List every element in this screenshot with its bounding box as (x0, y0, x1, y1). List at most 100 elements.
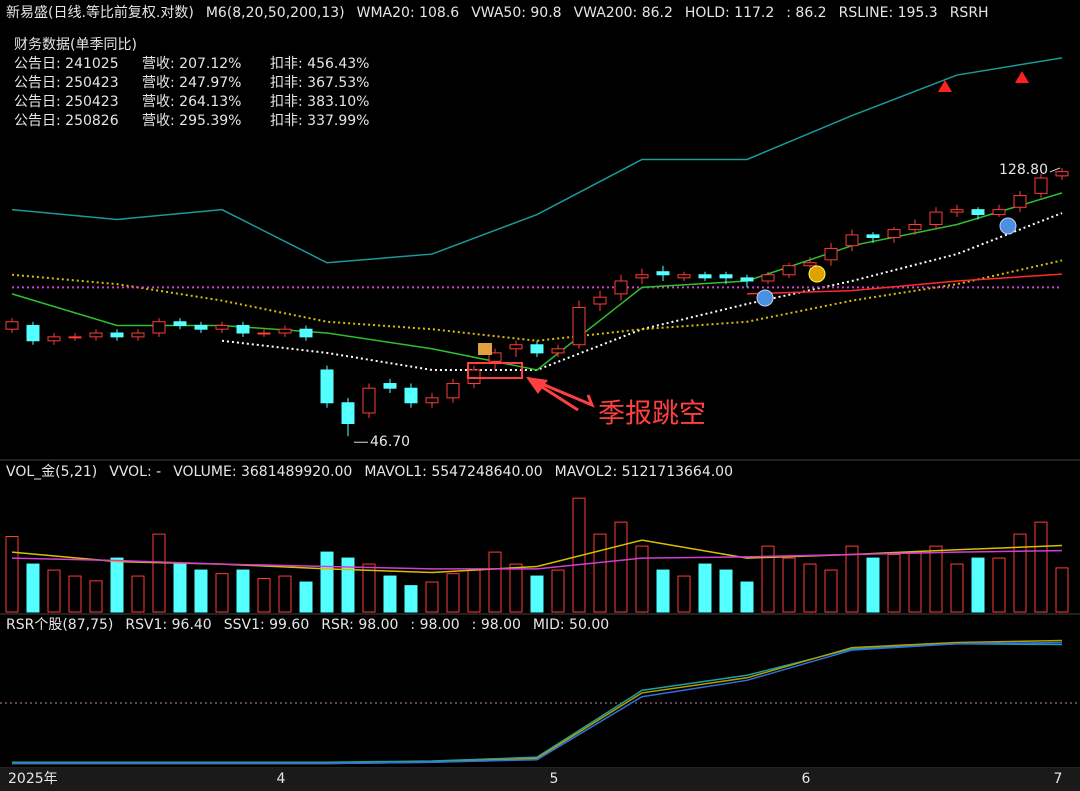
fundamentals-cell: 公告日: 250423 (14, 75, 119, 91)
header-item: : 86.2 (786, 5, 826, 21)
volume-bar (362, 563, 376, 613)
volume-bar (446, 573, 460, 613)
volume-bar (299, 581, 313, 613)
candle-body (110, 332, 124, 338)
volume-bar (425, 581, 439, 613)
volume-bar (593, 533, 607, 613)
rsr-line (12, 643, 1063, 763)
volume-bar (152, 533, 166, 613)
header-item: VWA50: 90.8 (471, 5, 561, 21)
candle-body (488, 352, 502, 362)
candle-body (5, 321, 19, 330)
header-item: RSRH (950, 5, 989, 21)
candle-body (341, 402, 355, 425)
volume-bar (26, 563, 40, 613)
volume-bar (761, 545, 775, 613)
volume-bar (803, 563, 817, 613)
candle-body (593, 296, 607, 305)
candle-body (68, 336, 82, 339)
header-item: M6(8,20,50,200,13) (206, 5, 345, 21)
candle-body (1055, 171, 1069, 177)
candle-body (47, 336, 61, 342)
candle-body (719, 274, 733, 279)
volume-bar (68, 575, 82, 613)
volume-bar (404, 585, 418, 613)
fundamentals-cell: 扣非: 456.43% (270, 56, 369, 72)
candle-body (572, 306, 586, 346)
volume-bar (1013, 533, 1027, 613)
candle-body (446, 383, 460, 399)
volume-bar (257, 577, 271, 613)
report-icon (478, 343, 492, 355)
annotation-group: 季报跳空 (467, 71, 1029, 430)
candle-body (404, 387, 418, 404)
fundamentals-cell: 扣非: 367.53% (270, 75, 369, 91)
fundamentals-cell: 公告日: 241025 (14, 56, 119, 72)
low-price-label: 46.70 (370, 434, 410, 450)
volume-bar (173, 563, 187, 613)
indicator-line (221, 212, 1063, 371)
signal-icon (756, 289, 774, 307)
indicator-line (11, 259, 1063, 342)
fundamentals-cell: 公告日: 250423 (14, 94, 119, 110)
candle-body (278, 328, 292, 334)
header-item: RSR个股(87,75) (6, 617, 113, 633)
header-item: : 98.00 (410, 617, 459, 633)
candle-body (845, 234, 859, 247)
volume-bar (47, 569, 61, 613)
header-item: MAVOL1: 5547248640.00 (364, 464, 542, 480)
volume-bar (971, 557, 985, 613)
candle-body (194, 324, 208, 330)
candle-body (761, 274, 775, 282)
candle-body (782, 265, 796, 276)
x-tick-label: 2025年 (8, 771, 58, 787)
header-item: RSLINE: 195.3 (839, 5, 938, 21)
candle-body (698, 274, 712, 279)
header-item: WMA20: 108.6 (357, 5, 460, 21)
volume-bar (320, 551, 334, 613)
volume-bar (530, 575, 544, 613)
indicator-line (746, 273, 1063, 295)
candle-body (677, 274, 691, 279)
candle-body (425, 397, 439, 404)
high-price-label: 128.80 (999, 162, 1048, 178)
candle-body (1013, 195, 1027, 208)
candle-body (950, 209, 964, 213)
header-item: VWA200: 86.2 (574, 5, 673, 21)
volume-bar (215, 573, 229, 613)
volume-bar (887, 553, 901, 613)
x-tick-label: 6 (802, 771, 811, 787)
fundamentals-cell: 营收: 295.39% (142, 113, 241, 129)
volume-bar (614, 521, 628, 613)
header-item: VOL_金(5,21) (6, 464, 97, 480)
header-item: 新易盛(日线.等比前复权.对数) (6, 4, 194, 21)
x-tick-label: 7 (1054, 771, 1063, 787)
volume-bar (824, 569, 838, 613)
x-tick-label: 5 (550, 771, 559, 787)
volume-bar (131, 575, 145, 613)
fundamentals-cell: 扣非: 383.10% (270, 94, 369, 110)
volume-bar (236, 569, 250, 613)
fundamentals-cell: 营收: 247.97% (142, 75, 241, 91)
candle-body (509, 344, 523, 350)
volume-average-line (11, 549, 1063, 570)
candle-body (740, 277, 754, 282)
rsr-line (12, 641, 1063, 765)
arrow-head (526, 377, 548, 394)
candle-body (236, 324, 250, 334)
candle-body (1034, 177, 1048, 194)
candle-body (362, 387, 376, 414)
signal-icon (999, 217, 1017, 235)
volume-bar (551, 569, 565, 613)
header-item: VOLUME: 3681489920.00 (173, 464, 352, 480)
volume-bar (866, 557, 880, 613)
candle-body (152, 321, 166, 334)
candle-body (971, 209, 985, 216)
candle-body (173, 321, 187, 326)
volume-bar (89, 580, 103, 613)
candle-body (635, 274, 649, 279)
signal-icon (1015, 71, 1029, 83)
candle-body (803, 262, 817, 267)
candle-body (26, 324, 40, 342)
